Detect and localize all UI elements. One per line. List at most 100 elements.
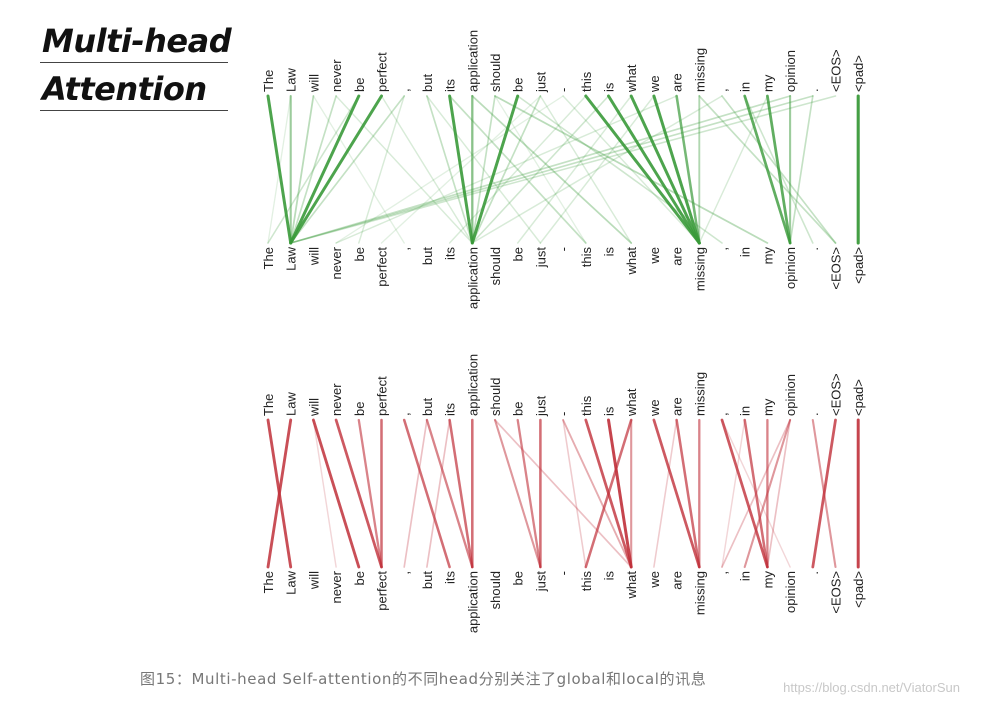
attention-link [289,94,361,245]
attention-link [811,418,837,569]
token-label-top: its [443,403,458,417]
token-label-bottom: what [624,247,639,276]
token-label-bottom: missing [692,571,707,615]
attention-link [766,419,791,568]
token-label-bottom: we [647,247,662,265]
figure-caption: 图15：Multi-head Self-attention的不同head分别关注… [140,670,707,688]
token-label-bottom: just [533,247,548,269]
token-label-top: be [352,78,367,92]
attention-link [358,95,405,244]
token-label-top: what [624,388,639,417]
attention-link [516,95,632,244]
token-label-top: . [806,88,821,92]
token-label-bottom: is [602,247,617,257]
token-label-top: but [420,74,435,92]
attention-link [652,418,701,569]
token-label-bottom: application [465,571,480,633]
token-label-top: be [511,78,526,92]
token-label-bottom: <EOS> [829,247,844,290]
token-label-top: will [306,74,321,93]
token-label-top: this [579,71,594,92]
token-label-bottom: , [397,571,412,575]
token-label-top: just [533,395,548,417]
token-label-bottom: opinion [783,571,798,613]
token-label-top: <pad> [851,55,866,92]
attention-link [629,94,701,245]
token-label-top: will [306,398,321,417]
attention-link [471,95,542,244]
token-label-top: <EOS> [829,373,844,416]
token-label-top: <pad> [851,379,866,416]
attention-link [652,94,701,245]
token-label-bottom: my [760,247,775,265]
attention-link [607,94,701,245]
token-label-bottom: missing [692,247,707,291]
token-label-bottom: be [352,247,367,261]
attention-head-local: TheTheLawLawwillwillneverneverbebeperfec… [261,354,866,633]
attention-link [289,95,406,244]
token-label-top: but [420,398,435,416]
title-underline-1 [40,62,228,63]
token-label-bottom: in [738,571,753,581]
attention-link [653,419,678,568]
title-line-2: Attention [42,70,207,108]
attention-link [721,419,791,568]
attention-link [335,95,474,244]
attention-link [266,418,293,569]
token-label-bottom: . [806,247,821,251]
attention-link [471,95,610,244]
attention-link [470,94,520,245]
attention-link [357,418,383,569]
token-label-bottom: will [306,571,321,590]
attention-link [448,95,587,244]
attention-link [403,419,428,568]
token-label-top: , [397,88,412,92]
attention-link [426,95,542,244]
attention-link [721,419,791,568]
attention-link [494,95,587,244]
token-label-top: The [261,70,276,92]
attention-link [789,95,814,244]
token-label-bottom: what [624,571,639,600]
token-label-bottom: this [579,571,594,592]
token-label-top: . [806,412,821,416]
token-label-bottom: we [647,571,662,589]
token-label-top: we [647,75,662,93]
attention-link [402,418,451,569]
token-label-top: in [738,406,753,416]
attention-link [448,95,587,244]
attention-link [562,419,587,568]
token-label-bottom: . [806,571,821,575]
attention-link [448,418,474,569]
attention-link [289,95,315,244]
token-label-top: - [556,412,571,416]
token-label-bottom: Law [284,570,299,594]
token-label-top: in [738,82,753,92]
attention-link [721,95,837,244]
token-label-top: what [624,64,639,93]
attention-link [698,95,837,244]
token-label-top: , [397,412,412,416]
token-label-bottom: , [715,247,730,251]
token-label-bottom: its [443,571,458,585]
token-label-top: , [715,412,730,416]
attention-link [562,419,633,568]
attention-link [289,95,814,244]
attention-link [289,95,791,244]
token-label-top: we [647,399,662,417]
token-label-bottom: is [602,571,617,581]
attention-link [471,95,633,244]
attention-link [312,95,405,244]
token-label-bottom: - [556,247,571,251]
token-label-top: should [488,378,503,416]
attention-link [289,94,383,245]
token-label-top: Law [284,392,299,416]
attention-link [584,418,633,569]
token-label-top: should [488,54,503,92]
attention-link [471,95,496,244]
token-label-top: my [760,398,775,416]
token-label-bottom: <pad> [851,571,866,608]
token-label-top: its [443,79,458,93]
token-label-bottom: should [488,247,503,285]
